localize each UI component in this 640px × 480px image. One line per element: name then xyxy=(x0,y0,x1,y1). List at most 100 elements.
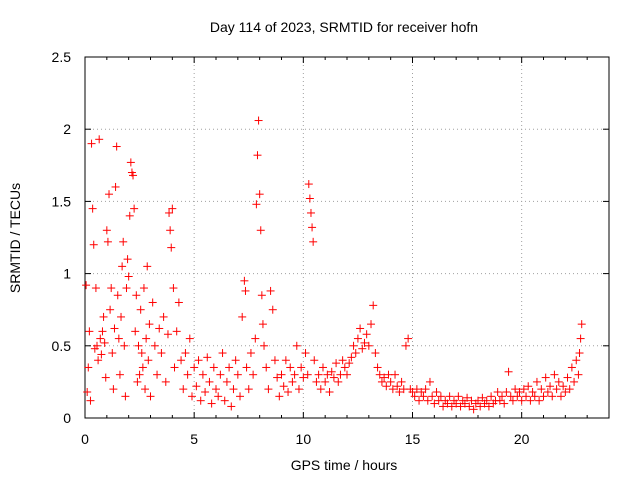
data-point xyxy=(168,204,177,213)
data-point xyxy=(117,312,126,321)
data-point xyxy=(241,286,250,295)
y-tick-label: 2.5 xyxy=(52,49,72,65)
data-point xyxy=(360,338,369,347)
x-tick-label: 15 xyxy=(405,431,421,447)
data-point xyxy=(198,370,207,379)
data-point xyxy=(233,370,242,379)
data-point xyxy=(100,338,109,347)
data-point xyxy=(432,388,441,397)
data-point xyxy=(187,392,196,401)
data-point xyxy=(567,363,576,372)
data-point xyxy=(166,226,175,235)
data-point xyxy=(172,327,181,336)
data-point xyxy=(338,356,347,365)
data-point xyxy=(380,373,389,382)
data-point xyxy=(371,349,380,358)
data-point xyxy=(257,291,266,300)
data-point xyxy=(273,373,282,382)
data-point xyxy=(410,392,419,401)
data-point xyxy=(114,334,123,343)
data-point xyxy=(139,284,148,293)
data-point xyxy=(419,392,428,401)
data-point xyxy=(305,194,314,203)
data-point xyxy=(137,349,146,358)
data-point xyxy=(574,370,583,379)
data-point xyxy=(541,373,550,382)
data-point xyxy=(240,276,249,285)
y-tick-label: 1.5 xyxy=(52,193,72,209)
data-point xyxy=(231,356,240,365)
data-point xyxy=(216,370,225,379)
data-point xyxy=(275,392,284,401)
data-point xyxy=(97,350,106,359)
data-point xyxy=(377,377,386,386)
data-point xyxy=(535,396,544,405)
data-point xyxy=(309,237,318,246)
data-point xyxy=(103,237,112,246)
data-point xyxy=(260,341,269,350)
data-point xyxy=(452,399,461,408)
data-point xyxy=(537,385,546,394)
data-point xyxy=(469,405,478,414)
data-point xyxy=(318,363,327,372)
data-point xyxy=(110,324,119,333)
data-point xyxy=(83,388,92,397)
data-point xyxy=(84,363,93,372)
data-point xyxy=(559,382,568,391)
data-point xyxy=(515,388,524,397)
data-point xyxy=(91,284,100,293)
data-point xyxy=(135,370,144,379)
data-point xyxy=(375,370,384,379)
data-point xyxy=(192,382,201,391)
data-point xyxy=(382,382,391,391)
data-point xyxy=(209,363,218,372)
data-point xyxy=(530,392,539,401)
data-point xyxy=(546,382,555,391)
data-point xyxy=(268,305,277,314)
data-point xyxy=(170,363,179,372)
data-point xyxy=(478,393,487,402)
y-tick-label: 1 xyxy=(63,266,71,282)
x-tick-label: 10 xyxy=(296,431,312,447)
data-point xyxy=(294,385,303,394)
data-point xyxy=(445,392,454,401)
data-point xyxy=(144,356,153,365)
data-point xyxy=(179,385,188,394)
data-point xyxy=(386,377,395,386)
data-point xyxy=(155,324,164,333)
data-point xyxy=(474,396,482,405)
data-point xyxy=(556,392,565,401)
data-point xyxy=(484,402,493,411)
data-point xyxy=(308,223,317,232)
data-point xyxy=(225,363,234,372)
data-point xyxy=(522,392,531,401)
data-point xyxy=(570,377,579,386)
data-point xyxy=(249,370,258,379)
data-point xyxy=(227,402,236,411)
data-point xyxy=(163,330,172,339)
data-point xyxy=(229,385,238,394)
data-point xyxy=(129,171,138,180)
data-point xyxy=(353,334,362,343)
data-point xyxy=(572,356,581,365)
data-point xyxy=(279,382,288,391)
data-point xyxy=(482,396,491,405)
data-point xyxy=(101,373,110,382)
data-point xyxy=(169,284,178,293)
data-point xyxy=(132,291,141,300)
data-point xyxy=(508,396,517,405)
data-point xyxy=(310,356,319,365)
data-point xyxy=(460,399,469,408)
data-point xyxy=(323,370,332,379)
data-point xyxy=(109,385,118,394)
data-point xyxy=(364,341,373,350)
data-point xyxy=(388,385,397,394)
data-point xyxy=(561,388,570,397)
y-tick-label: 2 xyxy=(63,121,71,137)
data-point xyxy=(329,373,338,382)
data-point xyxy=(181,349,190,358)
data-point xyxy=(316,385,325,394)
y-axis-label: SRMTID / TECUs xyxy=(7,183,23,293)
data-point xyxy=(214,392,223,401)
